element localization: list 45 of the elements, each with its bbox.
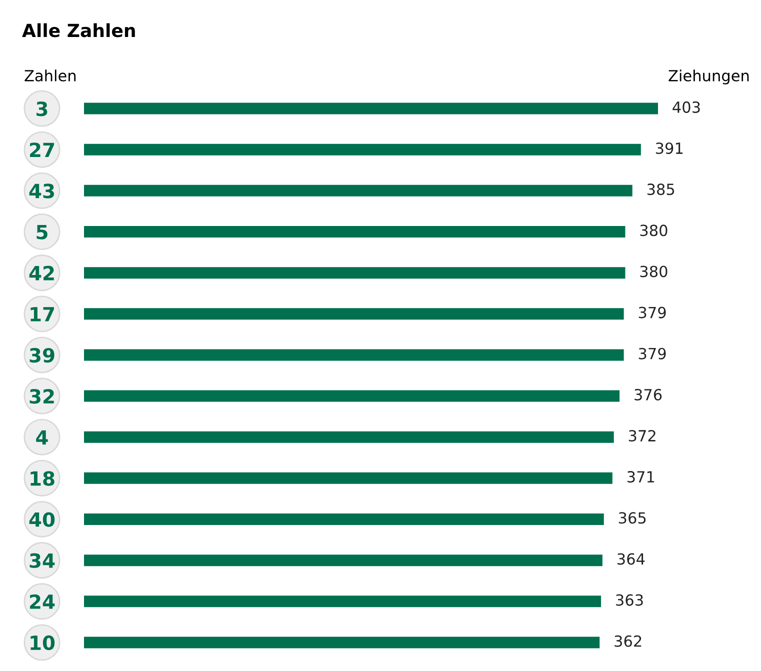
data-label: 385 [647, 184, 674, 196]
data-label: 365 [618, 512, 646, 524]
chart-title: Alle Zahlen [22, 23, 135, 38]
data-label: 362 [614, 635, 642, 647]
y-tick-label: 32 [30, 388, 54, 404]
text: Ziehungen [668, 70, 749, 84]
data-label: 380 [640, 266, 668, 278]
y-tick-label: 18 [30, 471, 54, 486]
bar [84, 308, 624, 320]
bar [84, 636, 600, 648]
bar [84, 267, 626, 279]
data-label: 372 [628, 430, 656, 442]
y-tick-label: 34 [30, 553, 55, 568]
y-tick-label: 3 [36, 101, 48, 116]
bar [84, 431, 614, 443]
y-tick-label: 40 [29, 512, 55, 527]
bar [84, 349, 624, 361]
data-label: 391 [656, 142, 683, 154]
data-label: 363 [616, 594, 643, 606]
y-axis-title: Zahlen [24, 70, 76, 82]
y-tick-label: 27 [30, 142, 54, 157]
data-label: 364 [618, 553, 645, 565]
bar [84, 596, 602, 608]
data-label: 379 [638, 348, 666, 360]
bar [84, 144, 641, 156]
data-label: 380 [640, 224, 668, 236]
bar [84, 554, 602, 566]
data-label: 403 [672, 101, 700, 113]
y-tick-label: 17 [30, 307, 54, 322]
y-tick-label: 5 [36, 224, 48, 240]
y-tick-label: 4 [36, 430, 48, 444]
bar [84, 226, 626, 238]
bar [84, 514, 604, 525]
y-tick-label: 43 [29, 184, 54, 198]
bar [84, 184, 632, 196]
bar [84, 390, 620, 402]
bar [84, 102, 658, 114]
y-tick-label: 10 [30, 635, 55, 650]
data-label: 371 [627, 471, 654, 483]
data-label: 376 [634, 388, 662, 400]
y-tick-label: 42 [29, 266, 54, 280]
bar [84, 472, 612, 484]
y-tick-label: 39 [30, 348, 54, 363]
y-tick-label: 24 [30, 594, 55, 609]
data-label: 379 [638, 306, 666, 318]
